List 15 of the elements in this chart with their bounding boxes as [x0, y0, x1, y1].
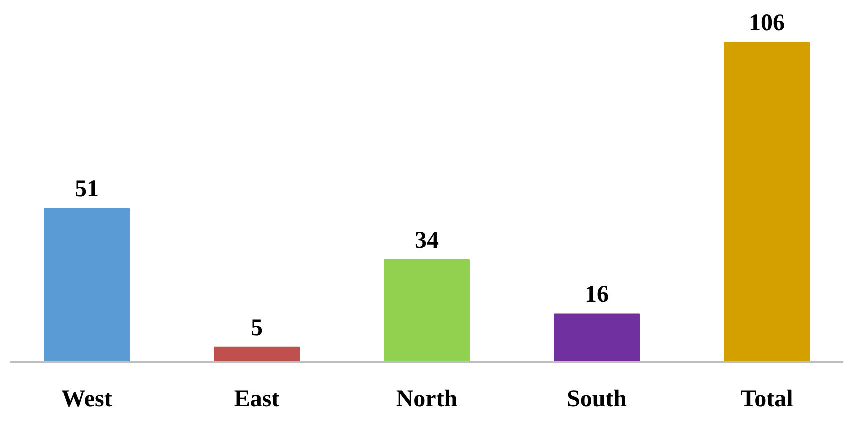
data-label: 16 [585, 282, 609, 308]
bar [724, 42, 810, 362]
x-tick-label: West [62, 386, 112, 412]
data-label: 106 [749, 10, 785, 36]
x-tick-label: Total [740, 386, 794, 412]
data-label: 51 [75, 176, 99, 203]
x-tick-label: South [566, 386, 628, 412]
bar [44, 208, 130, 362]
x-tick-label: East [234, 386, 280, 412]
x-tick-label: North [396, 386, 458, 412]
bar [554, 314, 640, 362]
data-label: 5 [251, 315, 263, 342]
bar [384, 259, 470, 362]
data-label: 34 [415, 228, 439, 254]
bar [214, 346, 300, 362]
